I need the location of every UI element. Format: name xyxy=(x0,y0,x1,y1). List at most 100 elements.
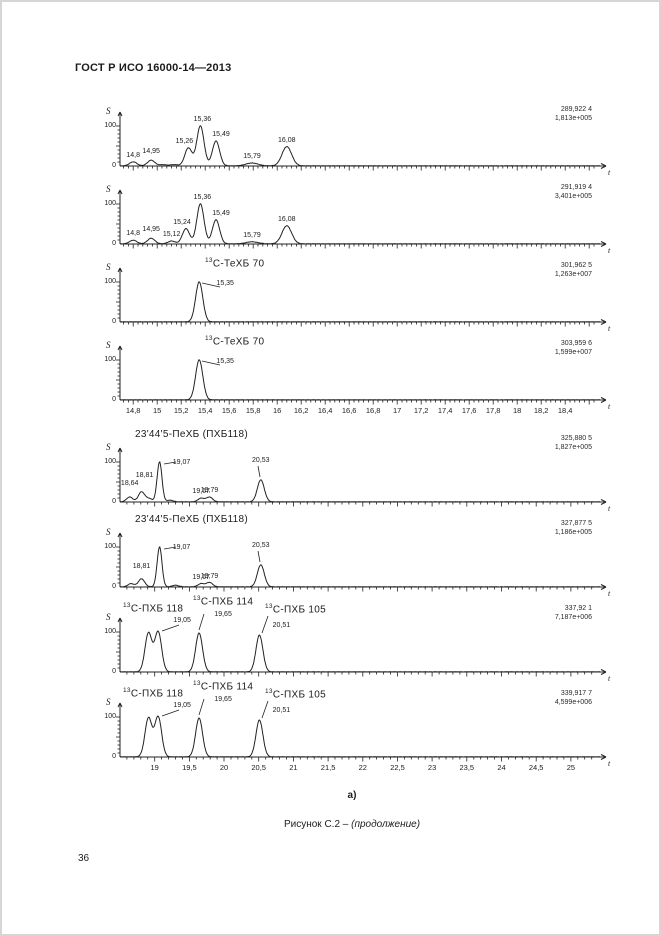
x-tick-label: 16,8 xyxy=(365,406,381,415)
peak-label: 20,53 xyxy=(252,542,270,549)
peak-label: 19,79 xyxy=(200,487,219,495)
ion-mass-intensity-label: 337,92 1 7,187e+006 xyxy=(554,605,592,621)
y-axis-label: S xyxy=(106,527,111,537)
peak-label: 20,53 xyxy=(252,457,270,464)
compound-label: 13C-ПХБ 118 xyxy=(123,602,184,615)
peak-label: 19,07 xyxy=(172,459,191,466)
x-tick-label: 20 xyxy=(219,763,229,772)
x-tick-label: 17,4 xyxy=(437,406,453,415)
x-tick-label: 16,6 xyxy=(341,406,357,415)
x-tick-label: 16,4 xyxy=(317,406,333,415)
peak-label: 19,67 xyxy=(192,573,210,581)
peak-label: 19,05 xyxy=(173,702,191,709)
x-tick-label: 19,5 xyxy=(182,763,197,772)
x-axis-label: t xyxy=(608,168,611,177)
x-tick-label: 18 xyxy=(513,406,522,415)
figure-caption-italic: (продолжение) xyxy=(351,819,421,830)
y-axis-label: S xyxy=(106,340,111,350)
y-tick-0: 0 xyxy=(112,498,116,505)
y-tick-100: 100 xyxy=(104,356,116,363)
peak-label: 15,79 xyxy=(243,232,261,239)
x-tick-label: 17,2 xyxy=(413,406,429,415)
chromatogram-trace xyxy=(116,345,607,405)
compound-label: 13C-ТеХБ 70 xyxy=(205,257,265,270)
x-axis-label: t xyxy=(608,589,611,598)
chromatogram-panel-4: S 100 0 t 303,959 6 1,599e+007 13C-ТеХБ 70 15,3… xyxy=(87,334,617,426)
peak-label: 14,95 xyxy=(142,226,160,234)
y-tick-100: 100 xyxy=(104,200,116,207)
x-tick-label: 15,4 xyxy=(197,406,213,415)
chromatogram-trace xyxy=(116,111,607,171)
x-tick-label: 22,5 xyxy=(390,763,405,772)
chromatogram-panel-1: S 100 0 t 289,922 4 1,813e+005 14,8 14,95 15,26 1… xyxy=(87,100,617,178)
x-tick-label: 19 xyxy=(150,763,159,772)
compound-label: 13C-ПХБ 114 xyxy=(193,595,254,608)
peak-label: 14,8 xyxy=(126,152,140,159)
x-tick-label: 16,2 xyxy=(293,406,309,415)
x-tick-label: 25 xyxy=(566,763,576,772)
peak-label: 18,64 xyxy=(120,480,139,488)
compound-label: 13C-ТеХБ 70 xyxy=(205,335,265,348)
chromatogram-panel-6: S 100 0 t 327,877 5 1,186e+005 23'44'5-ПеХБ (П… xyxy=(87,514,617,599)
peak-label: 14,95 xyxy=(142,148,160,156)
compound-label: 13C-ПХБ 114 xyxy=(193,680,254,693)
x-axis-label: t xyxy=(608,324,611,333)
chromatogram-panel-8: S 100 0 t 339,917 7 4,599e+006 13C-ПХБ 118 13C-… xyxy=(87,680,617,783)
y-tick-100: 100 xyxy=(104,543,116,550)
figure-caption-main: Рисунок С.2 – xyxy=(283,819,352,830)
x-tick-label: 15,8 xyxy=(245,406,261,415)
compound-label: 23'44'5-ПеХБ (ПХБ118) xyxy=(135,429,249,440)
ion-mass-intensity-label: 303,959 6 1,599e+007 xyxy=(554,340,592,356)
peak-label: 15,35 xyxy=(216,280,234,287)
x-axis-label: t xyxy=(608,246,611,255)
x-tick-label: 21 xyxy=(289,763,298,772)
y-tick-0: 0 xyxy=(112,162,116,169)
x-tick-label: 22 xyxy=(358,763,367,772)
peak-label: 20,51 xyxy=(272,707,291,715)
peak-label: 14,8 xyxy=(126,230,140,238)
peak-label: 19,65 xyxy=(214,696,232,704)
peak-label: 15,26 xyxy=(175,138,194,145)
ion-mass-intensity-label: 289,922 4 1,813e+005 xyxy=(554,106,592,122)
x-tick-label: 17 xyxy=(393,406,402,415)
chromatogram-trace xyxy=(116,532,607,592)
figure-caption: Рисунок С.2 – (продолжение) xyxy=(87,819,617,830)
x-axis-label: t xyxy=(608,504,611,513)
ion-mass-intensity-label: 325,880 5 1,827e+005 xyxy=(554,435,592,451)
x-tick-label: 14,8 xyxy=(125,406,141,415)
chromatogram-trace xyxy=(116,698,607,762)
peak-label: 15,36 xyxy=(193,116,212,123)
x-tick-label: 17,6 xyxy=(461,406,477,415)
chromatogram-panel-5: S 100 0 t 325,880 5 1,827e+005 23'44'5-ПеХБ (П… xyxy=(87,429,617,514)
y-tick-0: 0 xyxy=(112,753,116,760)
chromatogram-trace xyxy=(116,447,607,507)
peak-label: 15,49 xyxy=(212,210,230,217)
y-axis-label: S xyxy=(106,184,111,194)
peak-label: 19,67 xyxy=(192,488,210,496)
y-tick-0: 0 xyxy=(112,396,116,403)
peak-label: 15,49 xyxy=(212,131,230,139)
y-tick-100: 100 xyxy=(104,278,116,285)
compound-label: 13C-ПХБ 105 xyxy=(265,603,326,616)
peak-label: 15,35 xyxy=(216,358,234,365)
y-tick-0: 0 xyxy=(112,668,116,675)
y-axis-label: S xyxy=(106,697,111,707)
y-tick-100: 100 xyxy=(104,122,116,129)
peak-label: 19,65 xyxy=(214,611,232,619)
page-number: 36 xyxy=(78,853,90,864)
x-tick-label: 17,8 xyxy=(485,406,501,415)
chromatogram-trace xyxy=(116,613,607,677)
x-tick-label: 18,2 xyxy=(533,406,549,415)
y-tick-0: 0 xyxy=(112,240,116,247)
peak-label: 18,81 xyxy=(132,563,151,570)
chromatogram-trace xyxy=(116,189,607,249)
x-tick-label: 21,5 xyxy=(320,763,336,772)
peak-label: 16,08 xyxy=(278,216,296,223)
x-tick-label: 15,2 xyxy=(173,406,189,415)
x-tick-label: 18,4 xyxy=(557,406,573,415)
chromatogram-panel-3: S 100 0 t 301,962 5 1,263e+007 13C-ТеХБ 70 15,3… xyxy=(87,256,617,334)
y-axis-label: S xyxy=(106,262,111,272)
x-tick-label: 23 xyxy=(427,763,437,772)
x-axis-label: t xyxy=(608,674,611,683)
